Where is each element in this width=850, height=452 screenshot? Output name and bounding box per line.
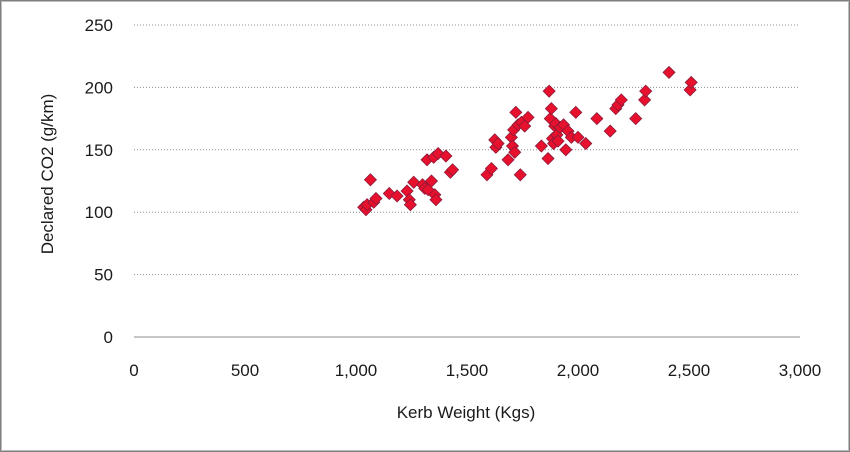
data-point <box>363 173 377 187</box>
data-point <box>446 163 460 177</box>
data-point <box>534 139 548 153</box>
data-point <box>484 161 498 176</box>
data-point <box>614 93 628 107</box>
y-tick-labels: 0 50 100 150 200 250 <box>85 16 113 347</box>
y-tick-label: 0 <box>104 328 113 347</box>
data-point <box>629 112 643 126</box>
data-point <box>491 136 505 151</box>
data-point <box>369 191 383 206</box>
data-point <box>542 84 556 98</box>
x-tick-labels: 0 500 1,000 1,500 2,000 2,500 3,000 <box>129 361 821 380</box>
x-axis-title: Kerb Weight (Kgs) <box>397 403 536 422</box>
data-point <box>403 198 417 212</box>
data-point <box>662 65 676 79</box>
x-tick-label: 2,000 <box>557 361 600 380</box>
data-point <box>541 151 555 166</box>
x-tick-label: 500 <box>231 361 259 380</box>
data-point <box>579 136 593 151</box>
data-points <box>357 65 698 217</box>
data-point <box>684 75 698 89</box>
data-point <box>603 124 617 138</box>
x-tick-label: 2,500 <box>668 361 711 380</box>
data-point <box>521 110 535 124</box>
gridlines <box>134 24 800 338</box>
y-axis-title: Declared CO2 (g/km) <box>38 94 57 255</box>
data-point <box>638 93 652 107</box>
data-point <box>424 174 439 188</box>
y-tick-label: 50 <box>94 266 113 285</box>
data-point <box>513 168 527 182</box>
data-point <box>639 84 653 98</box>
x-tick-label: 3,000 <box>779 361 822 380</box>
data-point <box>544 102 558 116</box>
data-point <box>508 145 522 159</box>
y-tick-label: 100 <box>85 203 113 222</box>
data-point <box>429 193 443 207</box>
data-point <box>559 143 573 157</box>
data-point <box>390 189 404 203</box>
data-point <box>569 105 583 119</box>
y-tick-label: 150 <box>85 141 113 160</box>
y-tick-label: 250 <box>85 16 113 35</box>
data-point <box>439 149 453 163</box>
data-point <box>551 134 565 148</box>
data-point <box>590 112 604 126</box>
x-tick-label: 0 <box>129 361 138 380</box>
y-tick-label: 200 <box>85 78 113 97</box>
x-tick-label: 1,000 <box>335 361 378 380</box>
data-point <box>571 130 585 144</box>
data-point <box>501 153 515 167</box>
x-tick-label: 1,500 <box>446 361 489 380</box>
data-point <box>509 105 523 119</box>
